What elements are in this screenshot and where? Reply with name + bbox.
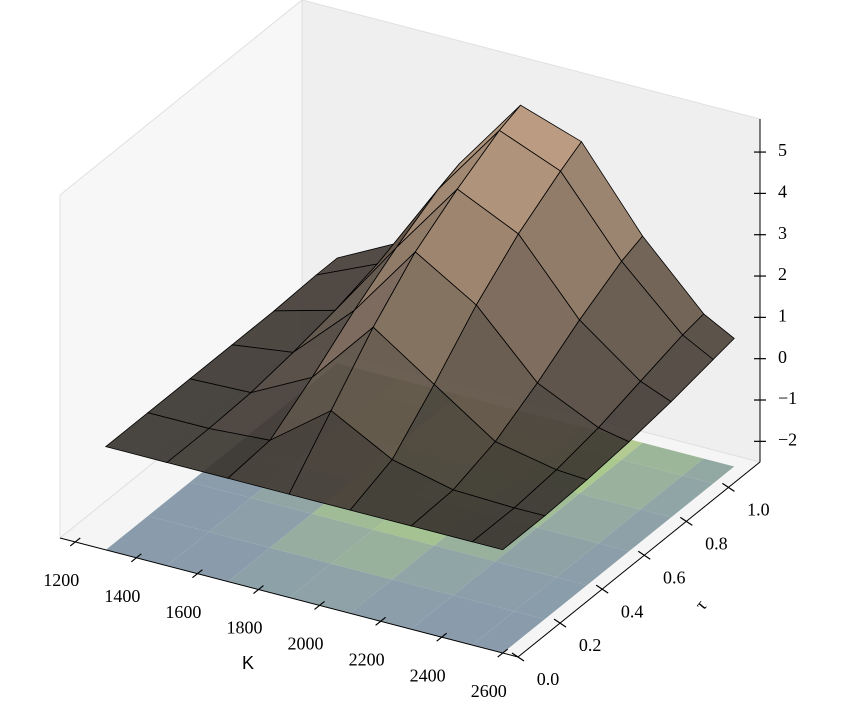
z-tick-label: 3	[778, 223, 787, 243]
surface	[104, 104, 735, 551]
floor-cell	[640, 475, 714, 518]
y-tick	[680, 516, 693, 526]
x-tick	[497, 648, 509, 658]
x-tick-label: 2200	[349, 649, 385, 669]
floor-cell	[105, 516, 209, 566]
y-tick	[722, 482, 735, 492]
floor-cell	[227, 547, 332, 598]
y-tick-label: 0.0	[537, 669, 560, 689]
floor-cell	[472, 611, 545, 653]
y-tick-label: 0.4	[621, 601, 644, 621]
x-tick	[375, 616, 386, 626]
x-tick	[69, 537, 81, 547]
y-tick	[511, 652, 525, 662]
y-axis-line	[517, 461, 761, 658]
z-tick-label: −1	[778, 388, 797, 408]
z-tick-label: −2	[778, 429, 797, 449]
floor-cell	[495, 527, 599, 578]
floor-cell	[209, 497, 313, 548]
x-tick-label: 1200	[43, 570, 79, 590]
z-tick-label: 0	[778, 347, 787, 367]
x-tick-label: 1600	[165, 602, 201, 622]
x-tick	[314, 600, 325, 610]
x-axis-label: K	[242, 653, 254, 673]
y-tick-label: 0.8	[705, 533, 728, 553]
z-tick-label: 5	[778, 140, 787, 160]
floor-cell	[453, 561, 557, 612]
y-axis-label: τ	[691, 596, 711, 614]
x-tick	[130, 553, 142, 563]
surface-cell	[471, 507, 546, 551]
x-tick	[436, 632, 448, 642]
z-tick-label: 4	[778, 182, 787, 202]
x-tick-label: 1800	[226, 618, 262, 638]
y-tick	[637, 550, 651, 560]
x-tick-label: 1400	[104, 586, 140, 606]
y-tick-label: 1.0	[747, 500, 770, 520]
floor-cell	[411, 595, 515, 646]
floor-cell	[392, 545, 496, 596]
floor-cell	[514, 577, 587, 620]
z-tick-label: 2	[778, 264, 787, 284]
floor-cell	[556, 543, 629, 586]
floor-cell	[579, 459, 683, 510]
x-tick-label: 2600	[471, 681, 507, 701]
floor-cell	[289, 563, 393, 614]
x-tick-label: 2000	[288, 634, 324, 654]
y-tick-label: 0.6	[663, 567, 686, 587]
floor-cell	[621, 442, 704, 476]
floor-cell	[682, 458, 735, 484]
z-tick-label: 1	[778, 305, 787, 325]
y-tick-label: 0.2	[579, 635, 602, 655]
floor-cell	[537, 493, 641, 544]
floor-cell	[147, 482, 251, 532]
floor-cell	[598, 509, 672, 552]
y-tick	[553, 618, 567, 628]
axes: 1200 1400 1600 1800 2000 2200 2400 2600 0.0 0.2 0.…	[43, 119, 797, 701]
floor-cell	[270, 513, 374, 564]
x-tick-label: 2400	[410, 665, 446, 685]
floor-cell	[166, 531, 270, 582]
floor-cell	[331, 529, 435, 580]
x-tick	[253, 585, 264, 595]
y-tick	[595, 584, 609, 594]
x-tick	[192, 569, 203, 579]
floor-cell	[350, 579, 454, 630]
